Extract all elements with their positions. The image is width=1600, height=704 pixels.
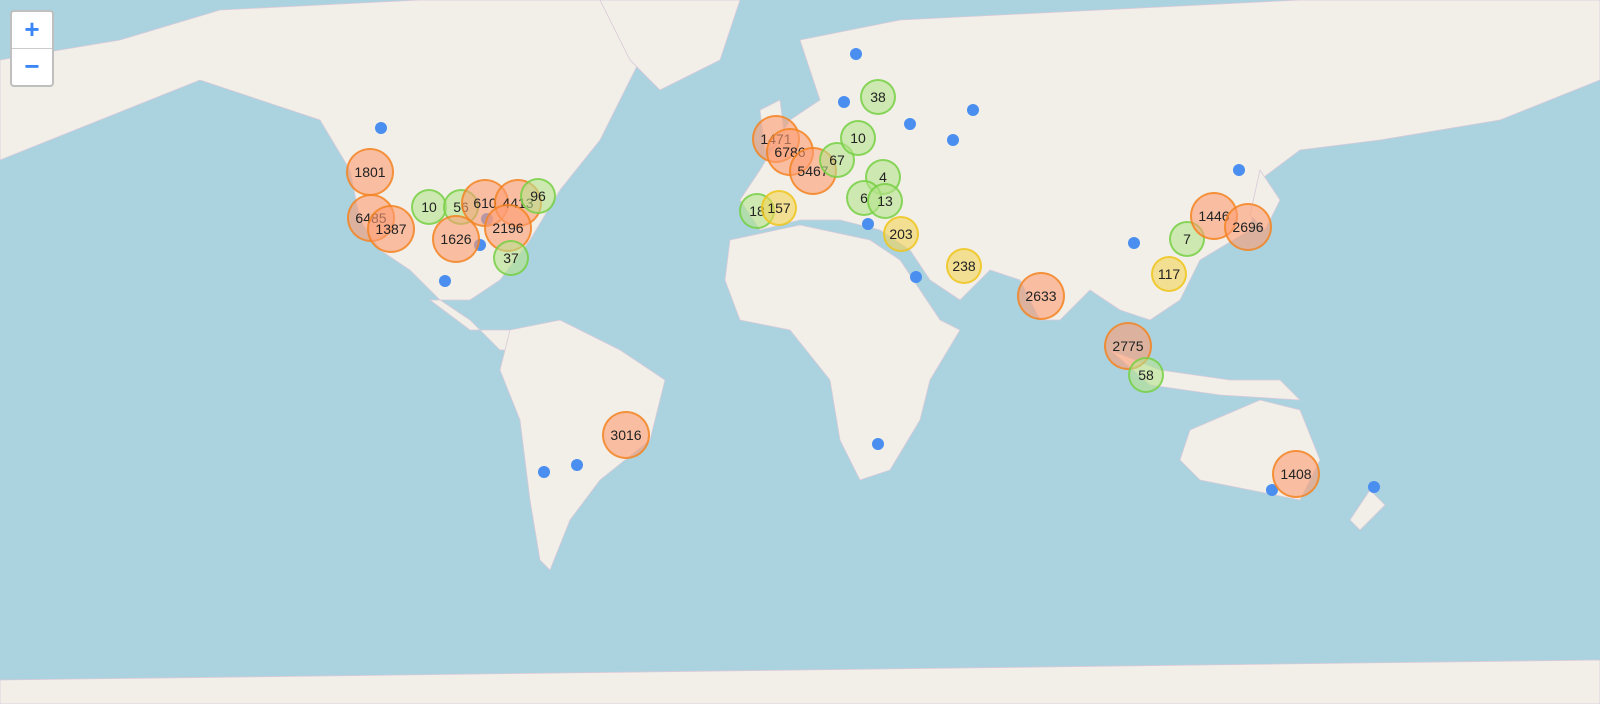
location-marker[interactable] [872,438,884,450]
south-america [499,319,666,571]
marker-cluster[interactable]: 3016 [602,411,650,459]
marker-cluster[interactable]: 117 [1151,256,1187,292]
location-marker[interactable] [904,118,916,130]
africa [724,224,961,481]
location-marker[interactable] [838,96,850,108]
antarctica [0,659,1600,704]
marker-cluster[interactable]: 2696 [1224,203,1272,251]
marker-cluster[interactable]: 1801 [346,148,394,196]
marker-cluster[interactable]: 10 [840,120,876,156]
marker-cluster[interactable]: 58 [1128,357,1164,393]
marker-cluster[interactable]: 1626 [432,215,480,263]
location-marker[interactable] [439,275,451,287]
marker-cluster[interactable]: 37 [493,240,529,276]
marker-cluster[interactable]: 157 [761,190,797,226]
location-marker[interactable] [1368,481,1380,493]
location-marker[interactable] [947,134,959,146]
marker-cluster[interactable]: 238 [946,248,982,284]
zoom-out-button[interactable]: − [12,48,52,85]
marker-cluster[interactable]: 96 [520,178,556,214]
marker-cluster[interactable]: 38 [860,79,896,115]
indonesia [1109,349,1302,401]
location-marker[interactable] [571,459,583,471]
marker-cluster[interactable]: 13 [867,183,903,219]
marker-cluster[interactable]: 1408 [1272,450,1320,498]
location-marker[interactable] [538,466,550,478]
location-marker[interactable] [910,271,922,283]
location-marker[interactable] [967,104,979,116]
marker-cluster[interactable]: 2633 [1017,272,1065,320]
location-marker[interactable] [1128,237,1140,249]
zoom-in-button[interactable]: + [24,14,40,44]
location-marker[interactable] [1233,164,1245,176]
marker-cluster[interactable]: 67 [819,142,855,178]
zoom-control: + − [10,10,54,87]
location-marker[interactable] [850,48,862,60]
marker-cluster[interactable]: 1387 [367,205,415,253]
location-marker[interactable] [862,218,874,230]
new-zealand [1349,489,1386,531]
eurasia [739,0,1600,321]
location-marker[interactable] [375,122,387,134]
greenland [599,0,741,91]
marker-cluster[interactable]: 203 [883,216,919,252]
